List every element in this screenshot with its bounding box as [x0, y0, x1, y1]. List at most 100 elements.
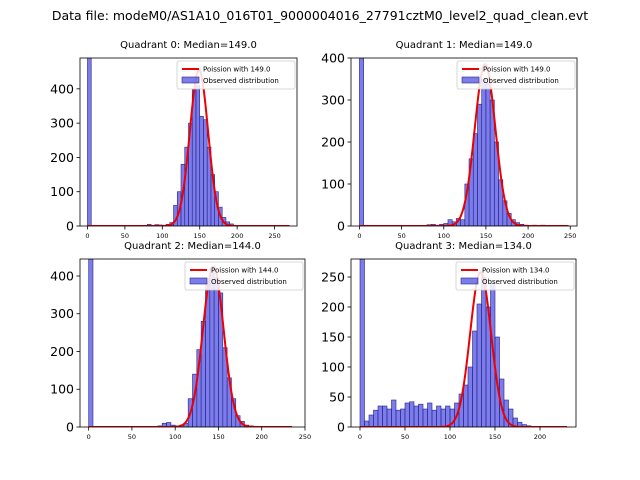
y-tick-label: 200 — [50, 150, 74, 165]
histogram-bar — [460, 219, 466, 226]
x-tick-label: 250 — [268, 232, 280, 240]
y-tick-label: 400 — [50, 81, 74, 96]
histogram-bar — [400, 408, 406, 427]
legend-box — [456, 60, 576, 90]
histogram-bar — [395, 409, 401, 427]
histogram-bar — [431, 409, 437, 427]
y-tick-label: 400 — [50, 268, 74, 283]
y-tick-label: 0 — [337, 420, 345, 435]
histogram-bar — [377, 405, 383, 427]
x-tick-label: 150 — [194, 232, 206, 240]
histogram-bar — [485, 82, 491, 226]
legend-bar-swatch — [461, 76, 480, 84]
histogram-bar — [445, 405, 451, 427]
legend-bar-label: Observed distribution — [203, 77, 279, 85]
histogram-bar — [436, 405, 442, 427]
legend-box — [455, 261, 575, 291]
y-tick-label: 250 — [321, 270, 345, 285]
y-tick-label: 400 — [321, 51, 345, 66]
histogram-bar — [481, 78, 487, 226]
histogram-bar — [404, 402, 410, 427]
legend-bar-swatch — [181, 76, 200, 84]
histogram-bar — [463, 384, 469, 427]
quadrant-1-title: Quadrant 1: Median=149.0 — [396, 40, 533, 51]
histogram-bar — [166, 422, 172, 427]
legend-line-label: Poission with 149.0 — [203, 66, 271, 74]
quadrant-3-title: Quadrant 3: Median=134.0 — [395, 241, 532, 252]
histogram-bar — [467, 366, 473, 427]
y-tick-label: 300 — [50, 306, 74, 321]
x-tick-label: 250 — [564, 232, 576, 240]
quadrant-2-panel: Quadrant 2: Median=144.0 0 100 200 300 400 0 50… — [50, 241, 311, 441]
legend-line-label: Poission with 134.0 — [482, 267, 550, 275]
histogram-bar — [422, 408, 428, 427]
legend: Poission with 149.0 Observed distribution — [176, 60, 296, 90]
y-tick-label: 0 — [66, 420, 74, 435]
x-tick-label: 200 — [256, 433, 268, 441]
histogram-bar — [213, 277, 219, 427]
x-tick-label: 0 — [358, 433, 362, 441]
histogram-bar — [368, 414, 374, 427]
histogram-bar — [386, 408, 392, 427]
poisson-curve — [360, 271, 567, 427]
y-tick-label: 100 — [50, 184, 74, 199]
legend-line-label: Poission with 144.0 — [211, 267, 279, 275]
histogram-bar — [195, 85, 201, 226]
x-tick-label: 50 — [401, 433, 409, 441]
x-tick-label: 200 — [522, 232, 534, 240]
axes-frame — [79, 258, 306, 428]
histogram-bar — [209, 268, 215, 427]
y-tick-label: 0 — [66, 219, 74, 234]
histogram-bar — [427, 402, 433, 427]
y-tick-label: 150 — [321, 330, 345, 345]
y-tick-label: 200 — [50, 344, 74, 359]
axes-frame — [350, 258, 577, 428]
histogram-bar — [413, 405, 419, 427]
histogram-bar — [359, 259, 365, 427]
y-tick-label: 300 — [50, 116, 74, 131]
x-tick-label: 0 — [357, 232, 361, 240]
legend: Poission with 134.0 Observed distribution — [455, 261, 575, 291]
x-tick-label: 100 — [444, 433, 456, 441]
x-tick-label: 150 — [489, 433, 501, 441]
y-tick-label: 200 — [321, 300, 345, 315]
histogram-bar — [418, 403, 424, 427]
x-tick-label: 200 — [534, 433, 546, 441]
y-tick-label: 200 — [321, 135, 345, 150]
x-tick-label: 50 — [121, 232, 129, 240]
x-tick-label: 200 — [231, 232, 243, 240]
histogram-bar — [203, 119, 208, 226]
legend-box — [176, 60, 296, 90]
x-tick-label: 50 — [128, 433, 136, 441]
x-tick-label: 100 — [156, 232, 168, 240]
histogram-bar — [199, 115, 204, 226]
x-tick-label: 150 — [480, 232, 492, 240]
x-tick-label: 0 — [85, 232, 89, 240]
figure-title: Data file: modeM0/AS1A10_016T01_90000040… — [51, 8, 589, 23]
x-tick-label: 100 — [169, 433, 181, 441]
y-tick-label: 50 — [329, 390, 345, 405]
histogram-bar — [481, 276, 487, 427]
quadrant-0-panel: Quadrant 0: Median=149.0 0 100 200 300 400 0 50… — [50, 40, 298, 240]
quadrant-0-title: Quadrant 0: Median=149.0 — [120, 40, 257, 51]
histogram-bar — [359, 58, 364, 226]
y-tick-label: 100 — [321, 177, 345, 192]
histogram-bar — [391, 399, 397, 427]
quadrant-1-panel: Quadrant 1: Median=149.0 0 100 200 300 400 0 50… — [321, 40, 578, 240]
x-tick-label: 250 — [299, 433, 311, 441]
x-tick-label: 0 — [87, 433, 91, 441]
legend: Poission with 149.0 Observed distribution — [456, 60, 576, 90]
histogram-bar — [88, 259, 94, 427]
legend: Poission with 144.0 Observed distribution — [184, 261, 304, 291]
x-tick-label: 150 — [212, 433, 224, 441]
histogram-bar — [373, 409, 379, 427]
histogram-bar — [476, 303, 482, 427]
legend-line-label: Poission with 149.0 — [483, 66, 551, 74]
poisson-curve — [87, 68, 290, 226]
histogram-bar — [440, 408, 446, 427]
x-tick-label: 100 — [438, 232, 450, 240]
legend-box — [184, 261, 304, 291]
quadrant-3-panel: Quadrant 3: Median=134.0 0 50 100 150 200 250 0… — [321, 241, 577, 441]
histogram-bar — [472, 133, 478, 226]
y-tick-label: 100 — [50, 382, 74, 397]
